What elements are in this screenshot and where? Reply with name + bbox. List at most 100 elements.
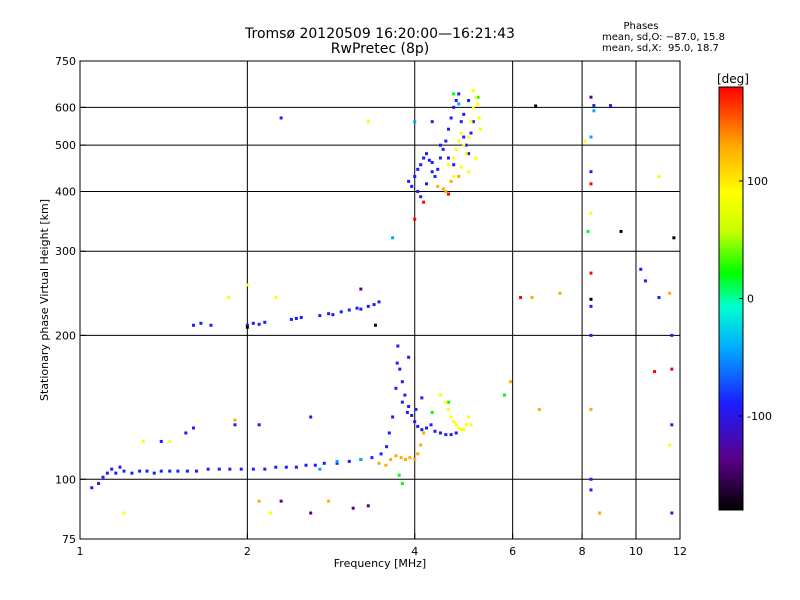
- data-point: [398, 367, 402, 371]
- data-point: [420, 396, 424, 400]
- data-point: [670, 423, 674, 427]
- data-point: [294, 465, 298, 469]
- data-point: [410, 184, 414, 188]
- data-point: [589, 135, 593, 139]
- data-point: [446, 156, 450, 160]
- data-point: [430, 120, 434, 124]
- data-point: [477, 116, 481, 120]
- data-point: [422, 156, 426, 160]
- data-point: [444, 189, 448, 193]
- data-point: [377, 300, 381, 304]
- data-point: [309, 415, 313, 419]
- data-point: [168, 469, 172, 473]
- data-point: [318, 314, 322, 318]
- data-point: [377, 461, 381, 465]
- data-point: [558, 291, 562, 295]
- data-point: [474, 95, 478, 99]
- y-tick-label: 300: [55, 245, 76, 258]
- data-point: [400, 380, 404, 384]
- colorbar-tick-label: -100: [747, 410, 772, 423]
- phases-title: Phases: [623, 21, 659, 32]
- data-point: [159, 469, 163, 473]
- data-point: [589, 271, 593, 275]
- data-point: [446, 163, 450, 167]
- data-point: [589, 297, 593, 301]
- y-tick-label: 500: [55, 139, 76, 152]
- data-point: [446, 400, 450, 404]
- data-point: [464, 423, 468, 427]
- data-point: [159, 439, 163, 443]
- data-point: [410, 413, 414, 417]
- data-point: [419, 163, 423, 167]
- data-point: [589, 211, 593, 215]
- data-point: [592, 109, 596, 113]
- data-point: [425, 426, 429, 430]
- data-point: [138, 469, 142, 473]
- data-point: [313, 463, 317, 467]
- data-point: [534, 104, 538, 108]
- x-tick-label: 2: [244, 545, 251, 558]
- data-point: [672, 236, 676, 240]
- data-point: [416, 167, 420, 171]
- data-point: [446, 407, 450, 411]
- data-point: [464, 143, 468, 147]
- data-point: [449, 433, 453, 437]
- data-point: [389, 457, 393, 461]
- data-point: [251, 467, 255, 471]
- data-point: [619, 229, 623, 233]
- data-point: [391, 415, 395, 419]
- x-tick-label: 4: [411, 545, 418, 558]
- data-point: [168, 439, 172, 443]
- data-point: [391, 236, 395, 240]
- data-point: [263, 320, 267, 324]
- data-point: [467, 135, 471, 139]
- plot-frame: [79, 60, 681, 540]
- y-tick-label: 600: [55, 101, 76, 114]
- data-point: [407, 355, 411, 359]
- data-point: [478, 127, 482, 131]
- data-point: [122, 469, 126, 473]
- data-point: [433, 429, 437, 433]
- data-point: [141, 439, 145, 443]
- data-point: [274, 465, 278, 469]
- data-point: [598, 511, 602, 515]
- data-point: [449, 116, 453, 120]
- data-point: [467, 415, 471, 419]
- data-point: [474, 156, 478, 160]
- data-point: [394, 454, 398, 458]
- data-point: [457, 139, 461, 143]
- data-point: [422, 200, 426, 204]
- data-point: [457, 92, 461, 96]
- data-point: [454, 147, 458, 151]
- data-point: [394, 386, 398, 390]
- data-point: [245, 283, 249, 287]
- data-point: [471, 120, 475, 124]
- data-point: [449, 415, 453, 419]
- data-point: [122, 511, 126, 515]
- data-point: [609, 104, 613, 108]
- data-point: [263, 467, 267, 471]
- data-point: [589, 170, 593, 174]
- data-point: [228, 467, 232, 471]
- data-point: [227, 296, 231, 300]
- data-point: [327, 499, 331, 503]
- data-point: [347, 308, 351, 312]
- data-point: [105, 471, 109, 475]
- data-point: [419, 443, 423, 447]
- y-axis-label: Stationary phase Virtual Height [km]: [38, 199, 51, 401]
- x-tick-label: 6: [509, 545, 516, 558]
- data-point: [459, 131, 463, 135]
- data-point: [322, 461, 326, 465]
- data-point: [194, 469, 198, 473]
- data-point: [413, 217, 417, 221]
- x-tick-label: 10: [629, 545, 643, 558]
- data-point: [373, 323, 377, 327]
- data-point: [430, 410, 434, 414]
- data-point: [668, 291, 672, 295]
- data-point: [462, 428, 466, 432]
- data-point: [457, 426, 461, 430]
- x-tick-label: 8: [579, 545, 586, 558]
- data-point: [309, 511, 313, 515]
- data-point: [366, 504, 370, 508]
